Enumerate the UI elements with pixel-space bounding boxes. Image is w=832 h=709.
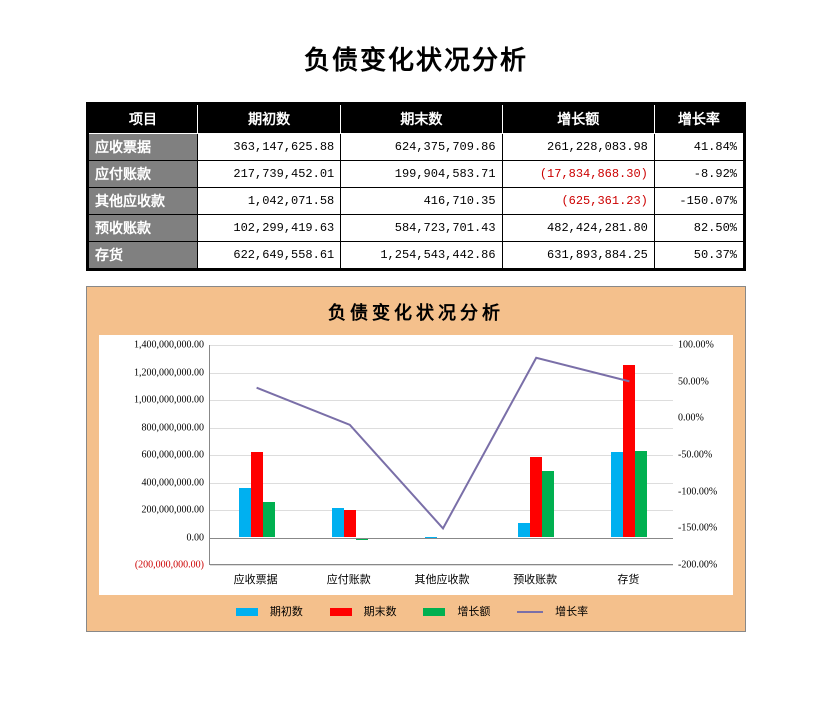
- data-table: 项目期初数期末数增长额增长率 应收票据363,147,625.88624,375…: [86, 102, 746, 271]
- y-left-label: 200,000,000.00: [99, 505, 204, 516]
- x-label: 应付账款: [327, 571, 371, 587]
- cell-rate: 82.50%: [654, 215, 744, 242]
- x-label: 应收票据: [234, 571, 278, 587]
- row-label: 应收票据: [88, 134, 198, 161]
- table-header: 项目期初数期末数增长额增长率: [88, 104, 745, 134]
- row-label: 其他应收款: [88, 188, 198, 215]
- y-right-label: 50.00%: [678, 376, 733, 387]
- page-title: 负债变化状况分析: [20, 40, 812, 77]
- cell-delta: 261,228,083.98: [502, 134, 654, 161]
- y-left-label: (200,000,000.00): [99, 560, 204, 571]
- row-label: 存货: [88, 242, 198, 270]
- cell-begin: 102,299,419.63: [198, 215, 341, 242]
- y-right-label: -100.00%: [678, 486, 733, 497]
- y-left-label: 600,000,000.00: [99, 450, 204, 461]
- y-left-label: 400,000,000.00: [99, 477, 204, 488]
- y-left-label: 1,400,000,000.00: [99, 340, 204, 351]
- chart-container: 负债变化状况分析 (200,000,000.00) 0.00 200,000,000…: [86, 286, 746, 632]
- chart-legend: 期初数 期末数 增长额 增长率: [99, 603, 733, 619]
- rate-line: [210, 345, 676, 565]
- table-header-cell: 期末数: [341, 104, 502, 134]
- cell-delta: (17,834,868.30): [502, 161, 654, 188]
- cell-delta: (625,361.23): [502, 188, 654, 215]
- y-right-label: -150.00%: [678, 523, 733, 534]
- cell-begin: 622,649,558.61: [198, 242, 341, 270]
- table-header-cell: 期初数: [198, 104, 341, 134]
- y-left-label: 0.00: [99, 532, 204, 543]
- chart-title: 负债变化状况分析: [99, 299, 733, 325]
- chart-plot-area: (200,000,000.00) 0.00 200,000,000.00 400,00…: [99, 335, 733, 595]
- y-right-label: -200.00%: [678, 560, 733, 571]
- cell-rate: -150.07%: [654, 188, 744, 215]
- table-header-cell: 项目: [88, 104, 198, 134]
- row-label: 预收账款: [88, 215, 198, 242]
- cell-begin: 1,042,071.58: [198, 188, 341, 215]
- row-label: 应付账款: [88, 161, 198, 188]
- x-label: 存货: [617, 571, 639, 587]
- table-row: 应收票据363,147,625.88624,375,709.86261,228,…: [88, 134, 745, 161]
- cell-end: 584,723,701.43: [341, 215, 502, 242]
- y-right-label: 100.00%: [678, 340, 733, 351]
- table-header-cell: 增长率: [654, 104, 744, 134]
- table-row: 应付账款217,739,452.01199,904,583.71(17,834,…: [88, 161, 745, 188]
- table-row: 预收账款102,299,419.63584,723,701.43482,424,…: [88, 215, 745, 242]
- x-label: 预收账款: [513, 571, 557, 587]
- legend-end: 期末数: [330, 606, 405, 618]
- cell-end: 1,254,543,442.86: [341, 242, 502, 270]
- cell-end: 624,375,709.86: [341, 134, 502, 161]
- cell-rate: -8.92%: [654, 161, 744, 188]
- legend-begin: 期初数: [236, 606, 311, 618]
- cell-end: 416,710.35: [341, 188, 502, 215]
- cell-end: 199,904,583.71: [341, 161, 502, 188]
- table-row: 存货622,649,558.611,254,543,442.86631,893,…: [88, 242, 745, 270]
- cell-delta: 482,424,281.80: [502, 215, 654, 242]
- y-left-label: 1,000,000,000.00: [99, 395, 204, 406]
- y-left-label: 800,000,000.00: [99, 422, 204, 433]
- table-header-cell: 增长额: [502, 104, 654, 134]
- x-label: 其他应收款: [415, 571, 470, 587]
- cell-begin: 217,739,452.01: [198, 161, 341, 188]
- y-left-label: 1,200,000,000.00: [99, 367, 204, 378]
- cell-rate: 41.84%: [654, 134, 744, 161]
- cell-begin: 363,147,625.88: [198, 134, 341, 161]
- cell-delta: 631,893,884.25: [502, 242, 654, 270]
- legend-delta: 增长额: [423, 606, 498, 618]
- y-right-label: 0.00%: [678, 413, 733, 424]
- cell-rate: 50.37%: [654, 242, 744, 270]
- y-right-label: -50.00%: [678, 450, 733, 461]
- table-row: 其他应收款1,042,071.58416,710.35(625,361.23)-…: [88, 188, 745, 215]
- legend-rate: 增长率: [517, 606, 596, 618]
